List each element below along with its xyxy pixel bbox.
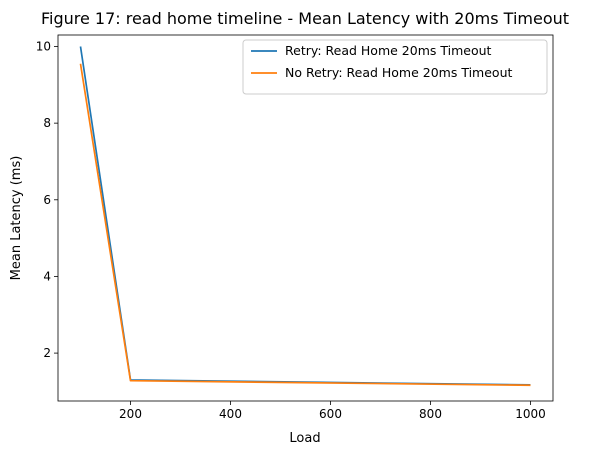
x-axis-label: Load: [289, 431, 320, 446]
plot-frame: [57, 34, 554, 402]
y-tick-label: 10: [36, 39, 51, 53]
y-axis: 2 4 6 8 10: [36, 39, 58, 360]
y-tick-label: 6: [43, 193, 51, 207]
x-tick-label: 600: [319, 407, 342, 421]
series-line-1: [79, 46, 531, 386]
x-tick-label: 1000: [515, 407, 546, 421]
x-tick-label: 400: [219, 407, 242, 421]
x-tick-label: 800: [419, 407, 442, 421]
legend-label-2: No Retry: Read Home 20ms Timeout: [285, 65, 512, 80]
x-tick-label: 200: [119, 407, 142, 421]
y-axis-label: Mean Latency (ms): [9, 156, 24, 281]
chart-title: Figure 17: read home timeline - Mean Lat…: [41, 9, 569, 28]
chart-legend: Retry: Read Home 20ms Timeout No Retry: R…: [242, 39, 548, 95]
y-tick-label: 2: [43, 346, 51, 360]
plot-area: [57, 34, 554, 402]
series-line-2: [79, 63, 531, 387]
legend-box: [242, 39, 548, 95]
x-axis: 200 400 600 800 1000: [119, 401, 546, 421]
y-tick-label: 8: [43, 116, 51, 130]
y-tick-label: 4: [43, 269, 51, 283]
legend-label-1: Retry: Read Home 20ms Timeout: [285, 43, 492, 58]
